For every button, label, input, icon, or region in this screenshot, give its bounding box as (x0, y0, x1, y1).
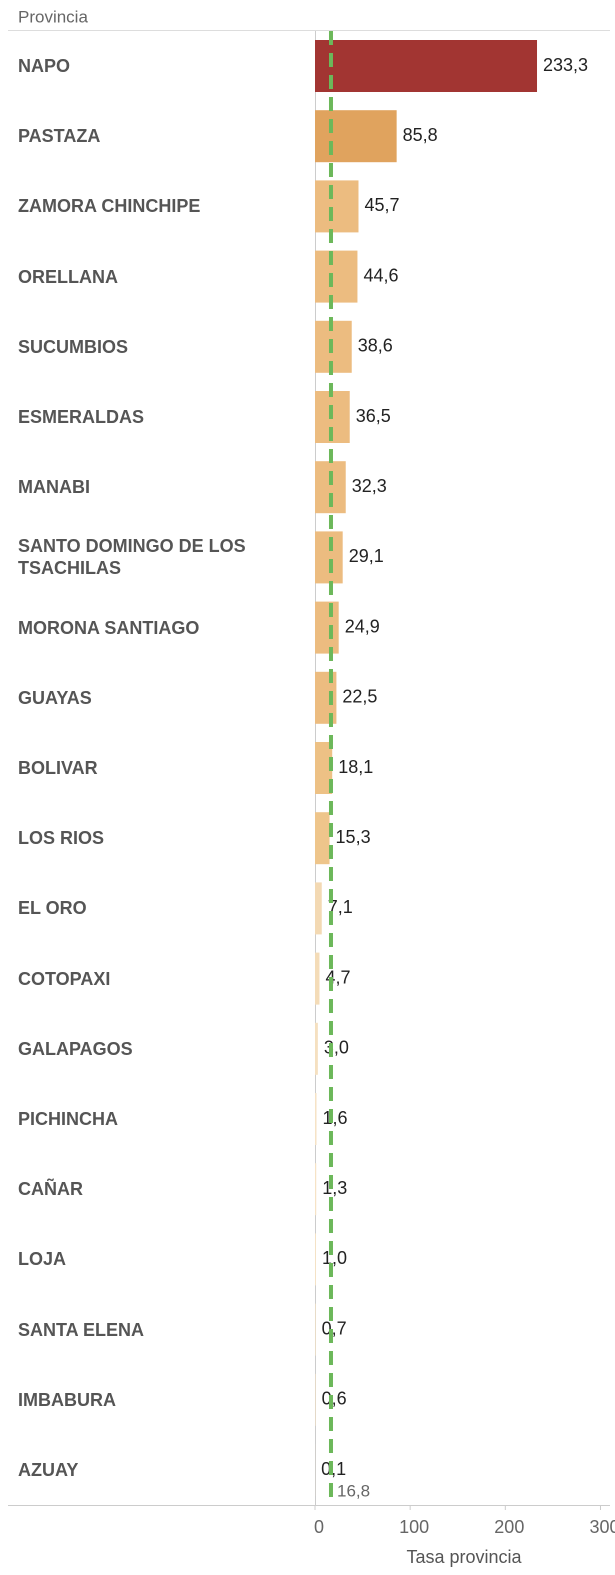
category-label-box: GUAYAS (18, 687, 92, 708)
category-label-box: ESMERALDAS (18, 407, 145, 427)
value-label: 1,0 (322, 1248, 347, 1268)
category-label-box: GALAPAGOS (18, 1038, 133, 1059)
value-label: 32,3 (352, 476, 387, 496)
category-label-box: PASTAZA (18, 126, 101, 147)
category-label-box: ORELLANA (18, 266, 118, 287)
x-tick-label: 100 (399, 1517, 429, 1537)
bar (315, 180, 359, 233)
value-label: 0,1 (321, 1459, 346, 1479)
category-label-box: PICHINCHA (18, 1109, 119, 1129)
category-label-box: LOJA (18, 1249, 67, 1270)
category-label-box: EL ORO (18, 898, 87, 919)
bar (315, 742, 333, 794)
bar (315, 1303, 316, 1356)
y-axis-title: Provincia (18, 7, 88, 26)
category-label-box: IMBABURA (18, 1389, 116, 1410)
category-label: MORONA SANTIAGO (18, 617, 200, 638)
category-label-box: NAPO (18, 56, 71, 76)
x-tick-label: 0 (314, 1517, 324, 1537)
category-label: SANTO DOMINGO DE LOS TSACHILAS (18, 536, 246, 579)
bar (315, 882, 322, 935)
value-label: 45,7 (364, 195, 399, 215)
category-label: SANTA ELENA (18, 1319, 144, 1340)
bar (315, 1163, 317, 1216)
category-label-box: MORONA SANTIAGO (18, 617, 200, 638)
category-label-box: SANTO DOMINGO DE LOS TSACHILAS (18, 536, 246, 579)
category-label-box: ZAMORA CHINCHIPE (18, 196, 201, 217)
bar (315, 952, 320, 1005)
value-label: 233,3 (543, 55, 588, 75)
category-label-box: SANTA ELENA (18, 1319, 144, 1340)
category-label: COTOPAXI (18, 968, 111, 989)
value-label: 38,6 (358, 336, 393, 356)
bar (315, 1373, 316, 1426)
value-label: 29,1 (349, 546, 384, 566)
category-label: ESMERALDAS (18, 407, 145, 427)
value-label: 44,6 (363, 265, 398, 285)
bar (315, 40, 538, 92)
category-label: ZAMORA CHINCHIPE (18, 196, 201, 217)
category-label: SUCUMBIOS (18, 336, 129, 357)
x-axis-title: Tasa provincia (406, 1547, 522, 1567)
category-label: LOS RIOS (18, 828, 105, 849)
category-label-box: MANABI (18, 477, 90, 498)
reference-label: 16,8 (337, 1481, 370, 1500)
x-tick-label: 300 (589, 1517, 615, 1537)
bar (315, 250, 358, 303)
bar (315, 1233, 316, 1286)
value-label: 0,6 (322, 1389, 347, 1409)
category-label: ORELLANA (18, 266, 118, 287)
category-label: AZUAY (18, 1460, 79, 1480)
bar (315, 812, 330, 865)
category-label: IMBABURA (18, 1389, 116, 1410)
category-label: PASTAZA (18, 126, 101, 147)
category-label-box: LOS RIOS (18, 828, 105, 849)
bar (315, 320, 352, 373)
value-label: 7,1 (328, 897, 353, 917)
bar (315, 1022, 318, 1075)
value-label: 24,9 (345, 616, 380, 636)
category-label-box: COTOPAXI (18, 968, 111, 989)
bar (315, 601, 339, 654)
category-label: NAPO (18, 56, 71, 76)
bar (315, 671, 337, 724)
category-label: BOLIVAR (18, 758, 98, 778)
bar (315, 110, 397, 163)
value-label: 18,1 (338, 757, 373, 777)
category-label: CAÑAR (18, 1179, 83, 1200)
category-label-box: SUCUMBIOS (18, 336, 129, 357)
category-label-box: AZUAY (18, 1460, 79, 1480)
category-label: LOJA (18, 1249, 67, 1270)
value-label: 1,3 (322, 1178, 347, 1198)
category-label: EL ORO (18, 898, 87, 919)
category-label: MANABI (18, 477, 90, 498)
value-label: 85,8 (403, 125, 438, 145)
value-label: 22,5 (342, 687, 377, 707)
category-label-box: CAÑAR (18, 1179, 83, 1200)
value-label: 1,6 (323, 1108, 348, 1128)
bar (315, 531, 343, 584)
value-label: 0,7 (322, 1318, 347, 1338)
category-label-box: BOLIVAR (18, 758, 98, 778)
value-label: 36,5 (356, 406, 391, 426)
bar (315, 1093, 317, 1145)
category-label: GALAPAGOS (18, 1038, 133, 1059)
category-label: GUAYAS (18, 687, 92, 708)
x-tick-label: 200 (494, 1517, 524, 1537)
value-label: 15,3 (336, 827, 371, 847)
category-label: PICHINCHA (18, 1109, 119, 1129)
value-label: 3,0 (324, 1038, 349, 1058)
